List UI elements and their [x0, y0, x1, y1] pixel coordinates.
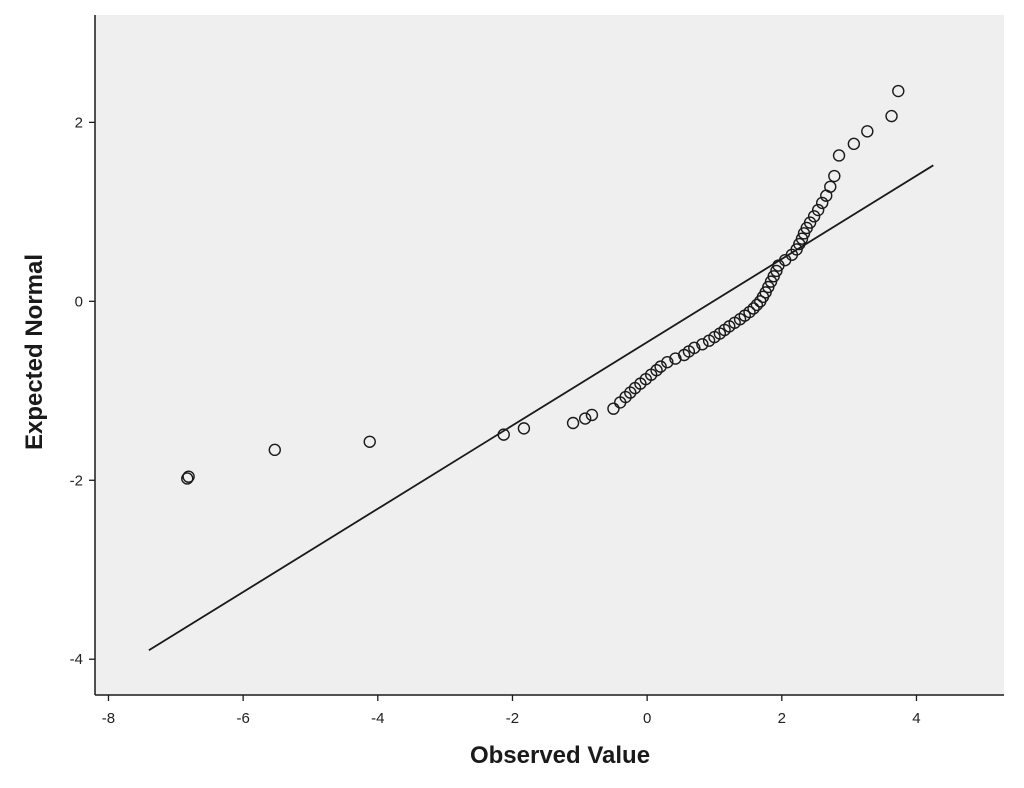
data-point: [747, 302, 760, 315]
data-point: [824, 180, 837, 193]
data-point: [803, 216, 817, 229]
data-point: [811, 203, 825, 217]
data-point: [861, 125, 874, 138]
data-point: [816, 196, 829, 210]
y-tick-label: -4: [70, 651, 83, 668]
x-tick-label: -4: [371, 710, 384, 727]
y-tick-label: -2: [70, 472, 83, 489]
data-point: [654, 360, 667, 373]
data-point: [688, 341, 701, 355]
data-point: [650, 364, 663, 377]
x-tick-label: 2: [778, 710, 786, 727]
reference-line: [148, 164, 934, 652]
data-point: [892, 84, 905, 98]
x-axis-title: Observed Value: [470, 742, 650, 769]
y-tick-label: 2: [75, 114, 83, 131]
data-point: [750, 298, 764, 312]
data-point: [181, 472, 194, 485]
x-tick-label: -2: [506, 710, 519, 727]
data-point: [585, 408, 599, 422]
data-point: [847, 137, 861, 151]
data-point: [607, 402, 620, 415]
x-tick-label: 4: [912, 710, 920, 727]
data-point: [182, 470, 195, 483]
data-point: [770, 264, 783, 278]
data-point: [807, 210, 821, 223]
data-point: [828, 169, 841, 183]
data-point: [696, 338, 709, 351]
y-axis-title: Expected Normal: [21, 254, 48, 450]
data-point: [885, 109, 898, 123]
data-points: [181, 84, 905, 485]
x-tick-label: -8: [102, 710, 115, 727]
data-point: [795, 232, 809, 245]
data-point: [566, 416, 580, 430]
data-point: [268, 443, 281, 457]
data-point: [578, 412, 592, 425]
data-point: [832, 149, 846, 162]
x-tick-label: 0: [643, 710, 651, 727]
reference-line-group: [148, 164, 934, 652]
data-point: [517, 422, 531, 435]
data-point: [497, 428, 510, 441]
y-tick-label: 0: [75, 293, 83, 310]
y-axis-ticks: -4 -2 0 2: [70, 114, 95, 668]
plot-background: [95, 15, 1004, 695]
x-axis-ticks: -8 -6 -4 -2 0 2 4: [102, 695, 921, 727]
data-point: [661, 355, 674, 369]
x-tick-label: -6: [236, 710, 249, 727]
data-point: [363, 435, 376, 448]
data-point: [743, 305, 756, 319]
